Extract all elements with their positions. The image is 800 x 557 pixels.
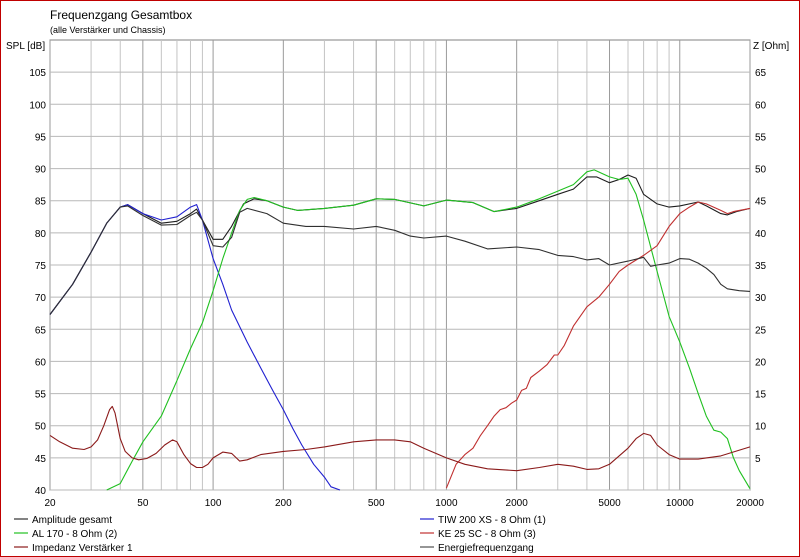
legend-label: KE 25 SC - 8 Ohm (3) xyxy=(438,529,536,540)
y-tick-label-right: 25 xyxy=(755,325,767,336)
series-line xyxy=(49,405,751,472)
y-tick-label-left: 100 xyxy=(29,100,46,111)
x-tick-label: 5000 xyxy=(598,498,621,509)
y-tick-label-right: 35 xyxy=(755,261,767,272)
legend-label: AL 170 - 8 Ohm (2) xyxy=(32,529,117,540)
legend: Amplitude gesamt TIW 200 XS - 8 Ohm (1) AL… xyxy=(14,515,546,554)
y-tick-label-left: 60 xyxy=(35,357,47,368)
y-tick-label-left: 55 xyxy=(35,390,47,401)
x-tick-label: 200 xyxy=(275,498,292,509)
y-tick-label-left: 65 xyxy=(35,325,47,336)
x-tick-label: 20000 xyxy=(736,498,764,509)
x-tick-label: 100 xyxy=(205,498,222,509)
y-tick-label-left: 85 xyxy=(35,197,47,208)
y-tick-label-right: 30 xyxy=(755,293,767,304)
series-line xyxy=(106,169,751,491)
legend-label: TIW 200 XS - 8 Ohm (1) xyxy=(438,515,546,526)
legend-label: Amplitude gesamt xyxy=(32,515,112,526)
y-tick-label-left: 80 xyxy=(35,229,47,240)
y-tick-label-left: 105 xyxy=(29,68,46,79)
legend-label: Impedanz Verstärker 1 xyxy=(32,543,133,554)
legend-label: Energiefrequenzgang xyxy=(438,543,534,554)
x-tick-label: 500 xyxy=(368,498,385,509)
y-tick-label-left: 75 xyxy=(35,261,47,272)
y-tick-label-left: 95 xyxy=(35,132,47,143)
x-tick-label: 10000 xyxy=(666,498,694,509)
y-tick-label-left: 70 xyxy=(35,293,47,304)
y-tick-label-left: 40 xyxy=(35,486,47,497)
x-tick-label: 20 xyxy=(44,498,56,509)
tick-labels: 20 50 100 200 500 1000 2000 5000 10000 20000 40 45 5… xyxy=(29,68,766,509)
y-tick-label-right: 40 xyxy=(755,229,767,240)
y-tick-label-left: 50 xyxy=(35,422,47,433)
y-tick-label-right: 50 xyxy=(755,165,767,176)
x-tick-label: 1000 xyxy=(435,498,458,509)
series-line xyxy=(445,201,751,489)
y-tick-label-left: 90 xyxy=(35,165,47,176)
y-tick-label-right: 20 xyxy=(755,357,767,368)
x-tick-label: 2000 xyxy=(506,498,529,509)
y-tick-label-left: 45 xyxy=(35,454,47,465)
y-tick-label-right: 60 xyxy=(755,100,767,111)
x-tick-label: 50 xyxy=(137,498,149,509)
y-tick-label-right: 65 xyxy=(755,68,767,79)
y-tick-label-right: 45 xyxy=(755,197,767,208)
y-axis-left-label: SPL [dB] xyxy=(6,41,45,52)
y-axis-right-label: Z [Ohm] xyxy=(753,41,789,52)
y-tick-label-right: 5 xyxy=(755,454,761,465)
grid-lines xyxy=(49,40,751,491)
y-tick-label-right: 15 xyxy=(755,390,767,401)
series-layer xyxy=(49,169,751,491)
series-line xyxy=(49,205,751,315)
chart-subtitle: (alle Verstärker und Chassis) xyxy=(50,25,166,35)
y-tick-label-right: 55 xyxy=(755,132,767,143)
chart-title: Frequenzgang Gesamtbox xyxy=(50,8,192,22)
y-tick-label-right: 10 xyxy=(755,422,767,433)
